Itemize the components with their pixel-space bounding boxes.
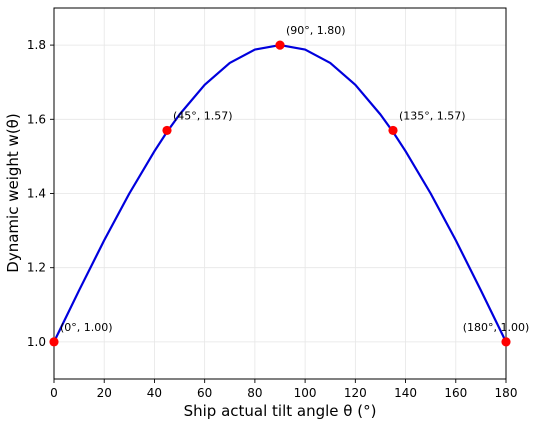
data-point-label: (180°, 1.00)	[463, 321, 530, 334]
axis-ticks: 0 20 40 60 80 100 120 140 160 180 1.0 1.2 1.4 1.6 1.8	[27, 38, 518, 400]
data-point-label: (135°, 1.57)	[399, 109, 466, 122]
x-tick-label: 0	[50, 386, 58, 400]
data-point-marker	[49, 337, 59, 347]
x-tick-label: 80	[247, 386, 262, 400]
x-tick-label: 40	[147, 386, 162, 400]
y-tick-label: 1.2	[27, 261, 46, 275]
y-tick-label: 1.6	[27, 112, 46, 126]
data-point-marker	[275, 40, 285, 50]
data-point-label: (0°, 1.00)	[60, 321, 113, 334]
grid	[53, 8, 507, 379]
x-tick-label: 140	[394, 386, 417, 400]
y-axis-title: Dynamic weight w(θ)	[4, 113, 22, 272]
x-axis-title: Ship actual tilt angle θ (°)	[184, 402, 377, 420]
highlighted-points: (0°, 1.00) (45°, 1.57) (90°, 1.80) (135°, 1…	[49, 24, 530, 347]
data-point-marker	[501, 337, 511, 347]
x-tick-label: 100	[294, 386, 317, 400]
x-tick-label: 120	[344, 386, 367, 400]
data-point-marker	[162, 125, 172, 136]
x-tick-label: 180	[495, 386, 518, 400]
x-tick-label: 160	[444, 386, 467, 400]
y-tick-label: 1.0	[27, 335, 46, 349]
x-tick-label: 60	[197, 386, 212, 400]
data-point-label: (45°, 1.57)	[173, 109, 233, 122]
data-point-label: (90°, 1.80)	[286, 24, 346, 37]
y-tick-label: 1.4	[27, 187, 46, 201]
y-tick-label: 1.8	[27, 38, 46, 52]
x-tick-label: 20	[97, 386, 112, 400]
data-point-marker	[388, 125, 398, 136]
